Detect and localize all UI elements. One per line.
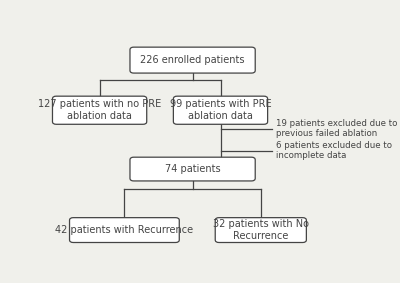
Text: 74 patients: 74 patients [165, 164, 220, 174]
FancyBboxPatch shape [130, 47, 255, 73]
Text: 99 patients with PRE
ablation data: 99 patients with PRE ablation data [170, 99, 271, 121]
Text: 226 enrolled patients: 226 enrolled patients [140, 55, 245, 65]
Text: 42 patients with Recurrence: 42 patients with Recurrence [55, 225, 194, 235]
Text: 127 patients with no PRE
ablation data: 127 patients with no PRE ablation data [38, 99, 161, 121]
Text: 6 patients excluded due to
incomplete data: 6 patients excluded due to incomplete da… [276, 141, 392, 160]
Text: 32 patients with No
Recurrence: 32 patients with No Recurrence [213, 219, 309, 241]
FancyBboxPatch shape [130, 157, 255, 181]
FancyBboxPatch shape [215, 218, 306, 243]
FancyBboxPatch shape [52, 96, 147, 124]
FancyBboxPatch shape [173, 96, 268, 124]
FancyBboxPatch shape [70, 218, 179, 243]
Text: 19 patients excluded due to
previous failed ablation: 19 patients excluded due to previous fai… [276, 119, 398, 138]
